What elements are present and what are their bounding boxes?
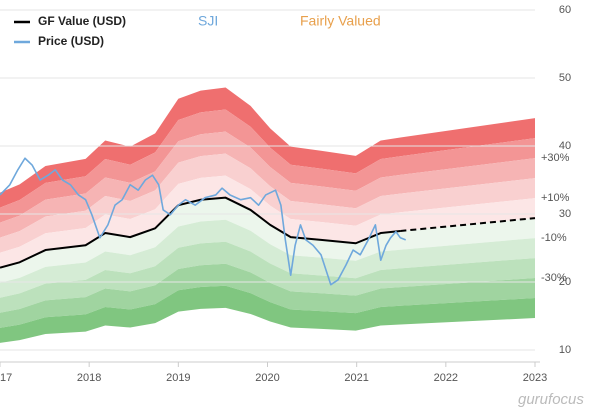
y-tick-label: 40 [559,140,571,152]
watermark: gurufocus [518,391,584,408]
x-tick-label: 2020 [255,372,279,384]
series-line [400,217,536,232]
x-tick-label: 2019 [166,372,190,384]
series-line [0,196,401,269]
legend-label: GF Value (USD) [38,14,126,28]
valuation-band [0,131,535,238]
band-label: -10% [541,232,567,244]
y-tick-label: 60 [559,4,571,16]
series-line [0,157,406,286]
band-label: +10% [541,192,570,204]
valuation-band [0,109,535,223]
band-label: +30% [541,152,570,164]
y-tick-label: 30 [559,208,571,220]
y-tick-label: 10 [559,344,571,356]
valuation-band [0,263,535,328]
valuation-band [0,153,535,253]
valuation-band [0,285,535,343]
valuation-band [0,219,535,298]
valuation-band [0,87,535,208]
x-tick-label: 2021 [344,372,368,384]
valuation-band [0,197,535,283]
y-tick-label: 20 [559,276,571,288]
plot: 10 20 30 40 50 60 17 2018 2019 2020 2021 2022 2023 +3… [0,4,571,384]
x-tick-label: 2022 [434,372,458,384]
x-tick-label: 17 [0,372,12,384]
y-tick-label: 50 [559,72,571,84]
chart-title: SJI [198,13,218,29]
x-tick-label: 2018 [77,372,101,384]
legend-label: Price (USD) [38,34,104,48]
x-tick-label: 2023 [523,372,547,384]
valuation-band [0,241,535,313]
chart-subtitle: Fairly Valued [300,13,381,29]
band-label: -30% [541,272,567,284]
